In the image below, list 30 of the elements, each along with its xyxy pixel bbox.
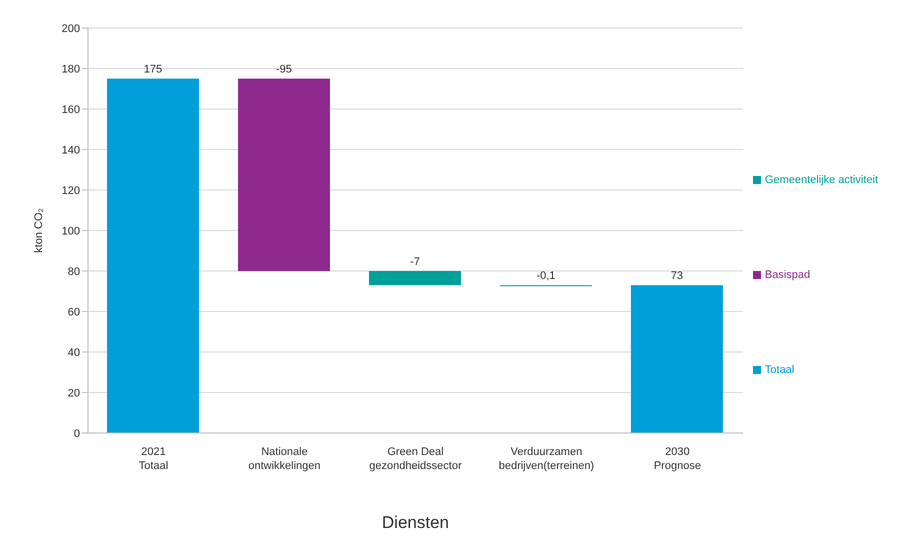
x-tick-label: 2030 Prognose [654,446,701,472]
x-axis-title: Diensten [382,513,449,532]
y-tick-label: 80 [68,266,80,278]
y-tick-label: 160 [62,104,80,116]
x-tick-label: Green Deal gezondheidssector [369,446,462,472]
y-tick-label: 40 [68,346,80,359]
bar [368,271,461,286]
y-tick-label: 180 [62,63,80,76]
bar [630,285,723,433]
bar [107,78,199,433]
text: 175 [144,64,162,76]
bar [238,78,330,271]
text: -7 [410,256,420,268]
y-tick-label: 0 [74,428,80,440]
y-tick-label: 100 [62,225,80,238]
legend-label: Gemeentelijke activiteit [764,174,878,186]
y-tick-label: 60 [68,306,80,318]
y-tick-label: 140 [62,144,80,156]
x-tick-label: Nationale ontwikkelingen [248,446,321,472]
y-axis-title: kton CO₂ [32,208,45,253]
y-tick-label: 120 [62,184,80,197]
x-tick-label: 2021 Totaal [138,446,168,472]
legend-label: Totaal [764,364,794,376]
y-tick-label: 200 [62,22,80,35]
y-tick-label: 20 [68,387,80,400]
text: 73 [670,270,684,282]
x-tick-label: Verduurzamen bedrijven(terreinen) [498,446,594,472]
text: -95 [276,64,292,76]
text: -0,1 [536,270,556,282]
legend-label: Basispad [764,269,810,281]
